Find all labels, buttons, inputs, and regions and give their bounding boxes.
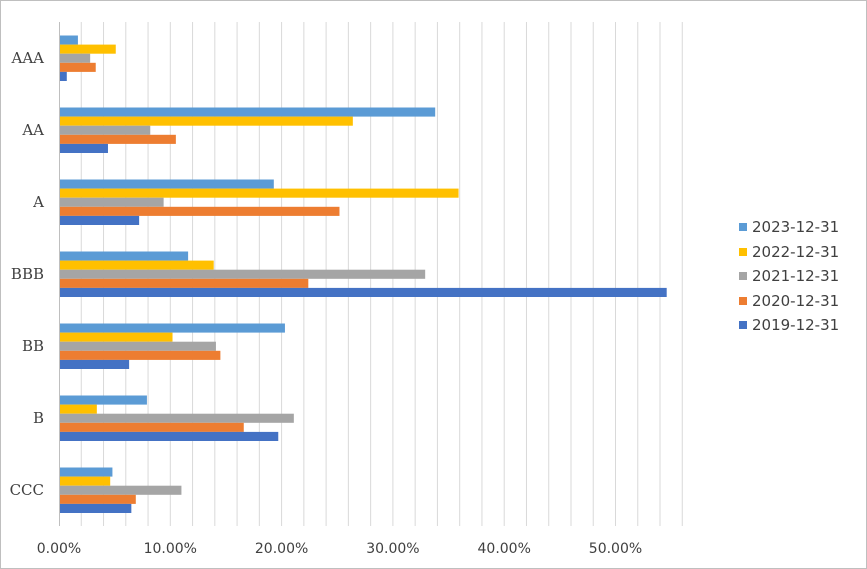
x-tick-label: 10.00% [144,541,197,557]
bar-B-2023-12-31 [59,395,147,405]
y-tick-label: A [32,193,44,211]
bar-BBB-2020-12-31 [59,278,309,288]
bar-B-2019-12-31 [59,431,279,441]
bar-AA-2021-12-31 [59,125,151,135]
y-tick-label: CCC [10,481,44,499]
y-tick-label: B [33,409,44,427]
bar-AAA-2021-12-31 [59,53,91,63]
x-tick-label: 50.00% [589,541,642,557]
bar-CCC-2020-12-31 [59,494,136,504]
bar-AAA-2019-12-31 [59,71,67,81]
legend-item: 2019-12-31 [739,313,839,338]
bar-AA-2023-12-31 [59,107,436,117]
bar-B-2021-12-31 [59,413,294,423]
legend-swatch [739,223,747,232]
legend-label: 2023-12-31 [752,218,840,237]
bar-AA-2019-12-31 [59,143,108,153]
legend-item: 2023-12-31 [739,215,839,240]
y-tick-label: BB [22,337,44,355]
legend-label: 2019-12-31 [752,316,840,335]
bar-AAA-2022-12-31 [59,44,116,54]
legend-swatch [739,296,747,305]
bar-BB-2019-12-31 [59,359,130,369]
legend-swatch [739,272,747,281]
bar-BBB-2021-12-31 [59,269,426,279]
bar-AAA-2023-12-31 [59,35,78,45]
bar-BB-2022-12-31 [59,332,173,342]
legend-label: 2022-12-31 [752,242,840,261]
bar-A-2023-12-31 [59,179,274,189]
bar-CCC-2022-12-31 [59,476,111,486]
bar-BBB-2019-12-31 [59,287,667,297]
x-tick-label: 40.00% [478,541,531,557]
legend-label: 2021-12-31 [752,267,840,286]
bar-A-2019-12-31 [59,215,140,225]
y-tick-label: BBB [11,265,44,283]
bars [59,35,667,513]
legend-swatch [739,321,747,330]
bar-AAA-2020-12-31 [59,62,96,72]
bar-BB-2021-12-31 [59,341,216,351]
x-tick-label: 20.00% [255,541,308,557]
bar-BBB-2023-12-31 [59,251,189,261]
legend-label: 2020-12-31 [752,291,840,310]
bar-B-2022-12-31 [59,404,97,414]
x-tick-label: 0.00% [37,541,81,557]
bar-A-2022-12-31 [59,188,459,198]
bar-CCC-2019-12-31 [59,503,132,513]
x-tick-labels: 0.00% 10.00% 20.00% 30.00% 40.00% 50.00% [37,541,642,557]
bar-A-2021-12-31 [59,197,164,207]
bar-CCC-2021-12-31 [59,485,182,495]
bar-AA-2022-12-31 [59,116,353,126]
bar-BB-2020-12-31 [59,350,221,360]
legend-item: 2020-12-31 [739,289,839,314]
x-tick-label: 30.00% [366,541,419,557]
legend-item: 2022-12-31 [739,240,839,265]
legend-swatch [739,247,747,256]
legend: 2023-12-31 2022-12-31 2021-12-31 2020-12-31… [739,215,839,338]
bar-A-2020-12-31 [59,206,340,216]
bar-BBB-2022-12-31 [59,260,214,270]
legend-item: 2021-12-31 [739,264,839,289]
bar-CCC-2023-12-31 [59,467,113,477]
bar-B-2020-12-31 [59,422,244,432]
y-tick-label: AA [21,121,44,139]
y-tick-label: AAA [11,49,45,67]
bar-BB-2023-12-31 [59,323,285,333]
bar-AA-2020-12-31 [59,134,176,144]
